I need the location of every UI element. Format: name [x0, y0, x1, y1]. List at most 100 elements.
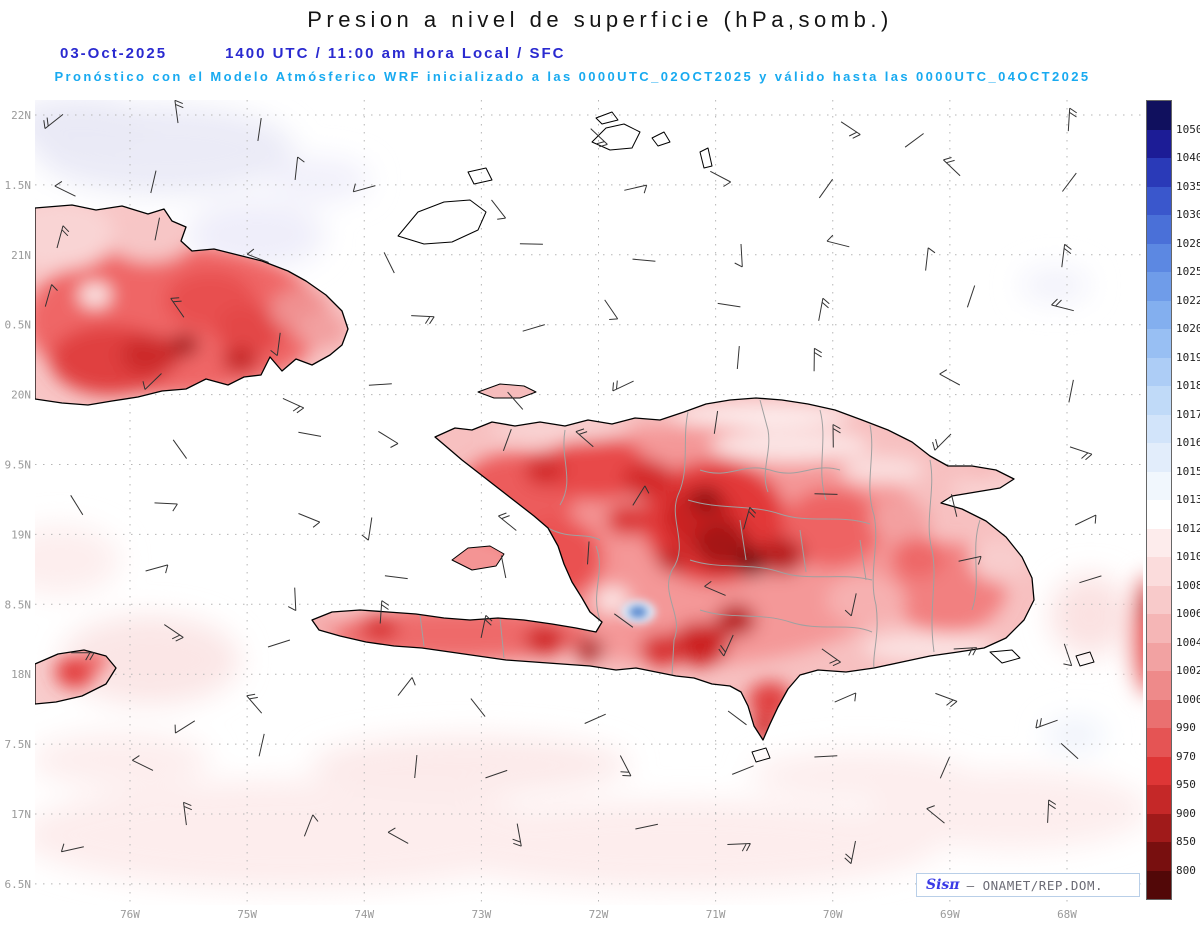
colorbar-label: 1006: [1176, 607, 1200, 620]
wind-barb: [1074, 514, 1097, 526]
wind-barb: [154, 502, 178, 512]
colorbar-segment: [1147, 243, 1171, 272]
east-caicos-island: [651, 131, 671, 147]
wind-barb: [502, 429, 512, 451]
saona-island: [989, 649, 1021, 664]
lat-label: 6.5N: [5, 878, 32, 891]
wind-barb: [170, 297, 185, 318]
forecast-date: 03-Oct-2025: [60, 45, 168, 62]
pressure-wash: [35, 780, 560, 890]
wind-barb: [257, 118, 262, 141]
colorbar-label: 950: [1176, 778, 1196, 791]
wind-barb: [821, 648, 841, 667]
colorbar-label: 1017: [1176, 407, 1200, 421]
wind-barb: [519, 243, 543, 245]
wind-barb: [1060, 743, 1079, 760]
wind-barb: [132, 755, 154, 771]
colorbar-label: 850: [1176, 835, 1196, 848]
wind-barb: [150, 170, 157, 194]
wind-barb: [71, 652, 95, 661]
colorbar-segment: [1147, 728, 1171, 757]
wind-barb: [632, 258, 656, 262]
wind-barb: [813, 347, 822, 372]
lon-label: 75W: [237, 908, 257, 921]
pressure-blob: [694, 521, 750, 569]
wind-barb: [818, 178, 834, 199]
pressure-blob: [716, 604, 756, 636]
wind-barb: [587, 541, 590, 565]
wind-barb: [939, 757, 950, 779]
wind-barb: [713, 410, 719, 434]
lat-label: 19N: [11, 528, 31, 541]
wind-barb: [270, 332, 281, 356]
wind-barb: [1051, 298, 1074, 312]
colorbar-label: 1000: [1176, 692, 1200, 706]
lon-label: 73W: [471, 908, 491, 921]
wind-barb: [183, 801, 192, 826]
wind-barb: [387, 827, 409, 844]
wind-barb: [727, 710, 747, 726]
pressure-blob: [691, 487, 721, 513]
pressure-wash: [1020, 267, 1090, 303]
pressure-blob: [970, 538, 1030, 582]
lon-label: 74W: [354, 908, 374, 921]
wind-barb: [966, 285, 976, 308]
wind-barb: [727, 843, 751, 852]
colorbar-segment: [1147, 842, 1171, 871]
lon-label: 70W: [823, 908, 843, 921]
colorbar-segment: [1147, 357, 1171, 386]
little-inagua-island: [467, 167, 493, 185]
colorbar-label: 1002: [1176, 664, 1200, 677]
wind-barb: [932, 433, 952, 451]
valid-time-line: 03-Oct-2025 1400 UTC / 11:00 am Hora Loca…: [60, 45, 566, 62]
pressure-wash: [420, 800, 940, 890]
lon-label: 71W: [706, 908, 726, 921]
colorbar-segment: [1147, 129, 1171, 158]
lon-label: 68W: [1057, 908, 1077, 921]
wind-barb: [926, 805, 945, 824]
colorbar-label: 1008: [1176, 578, 1200, 592]
wind-barb: [145, 564, 169, 574]
pressure-blob: [672, 622, 728, 666]
wind-barb: [614, 613, 634, 628]
pressure-colorbar: 1050 1040 1035 1030 1028 1025 1022 1020 1019 1018…: [1146, 100, 1200, 900]
province-borders: [419, 399, 981, 677]
pressure-wash: [35, 732, 210, 788]
watermark-brand: Sisπ: [926, 877, 960, 893]
page-title: Presion a nivel de superficie (hPa,somb.…: [307, 7, 893, 32]
wind-barb: [943, 157, 961, 177]
map-drawing-area: [35, 100, 1143, 905]
caicos-island: [591, 123, 641, 151]
wind-barb: [840, 121, 861, 139]
wind-barb: [174, 720, 196, 734]
colorbar-label: 1025: [1176, 265, 1200, 278]
colorbar-label: 1050: [1176, 122, 1200, 136]
wind-barb: [384, 575, 408, 580]
wind-barb: [44, 284, 58, 307]
wind-barb: [414, 755, 418, 779]
wind-barb: [379, 600, 390, 624]
lat-label: 20N: [11, 389, 31, 402]
colorbar-label: 1028: [1176, 236, 1200, 250]
wind-barb: [1068, 379, 1074, 403]
grand-turk-island: [699, 147, 713, 169]
wind-barb: [717, 302, 741, 308]
wind-barb: [604, 299, 619, 320]
wind-barb: [352, 183, 376, 193]
pressure-blob: [222, 348, 258, 372]
wind-barb: [480, 615, 493, 639]
lat-label: 8.5N: [5, 598, 32, 611]
pressure-blob: [710, 430, 870, 462]
wind-barb: [507, 391, 524, 410]
lat-label: 0.5N: [5, 319, 32, 332]
colorbar-label: 1020: [1176, 322, 1200, 335]
pressure-blob: [110, 218, 190, 262]
pressure-blob: [525, 454, 565, 486]
east-edge-shading: [1124, 570, 1143, 700]
wind-barb: [43, 114, 64, 129]
pressure-wash: [310, 735, 630, 795]
colorbar-label: 1040: [1176, 151, 1200, 164]
wind-barb: [1079, 575, 1102, 584]
pressure-blob: [513, 518, 603, 598]
